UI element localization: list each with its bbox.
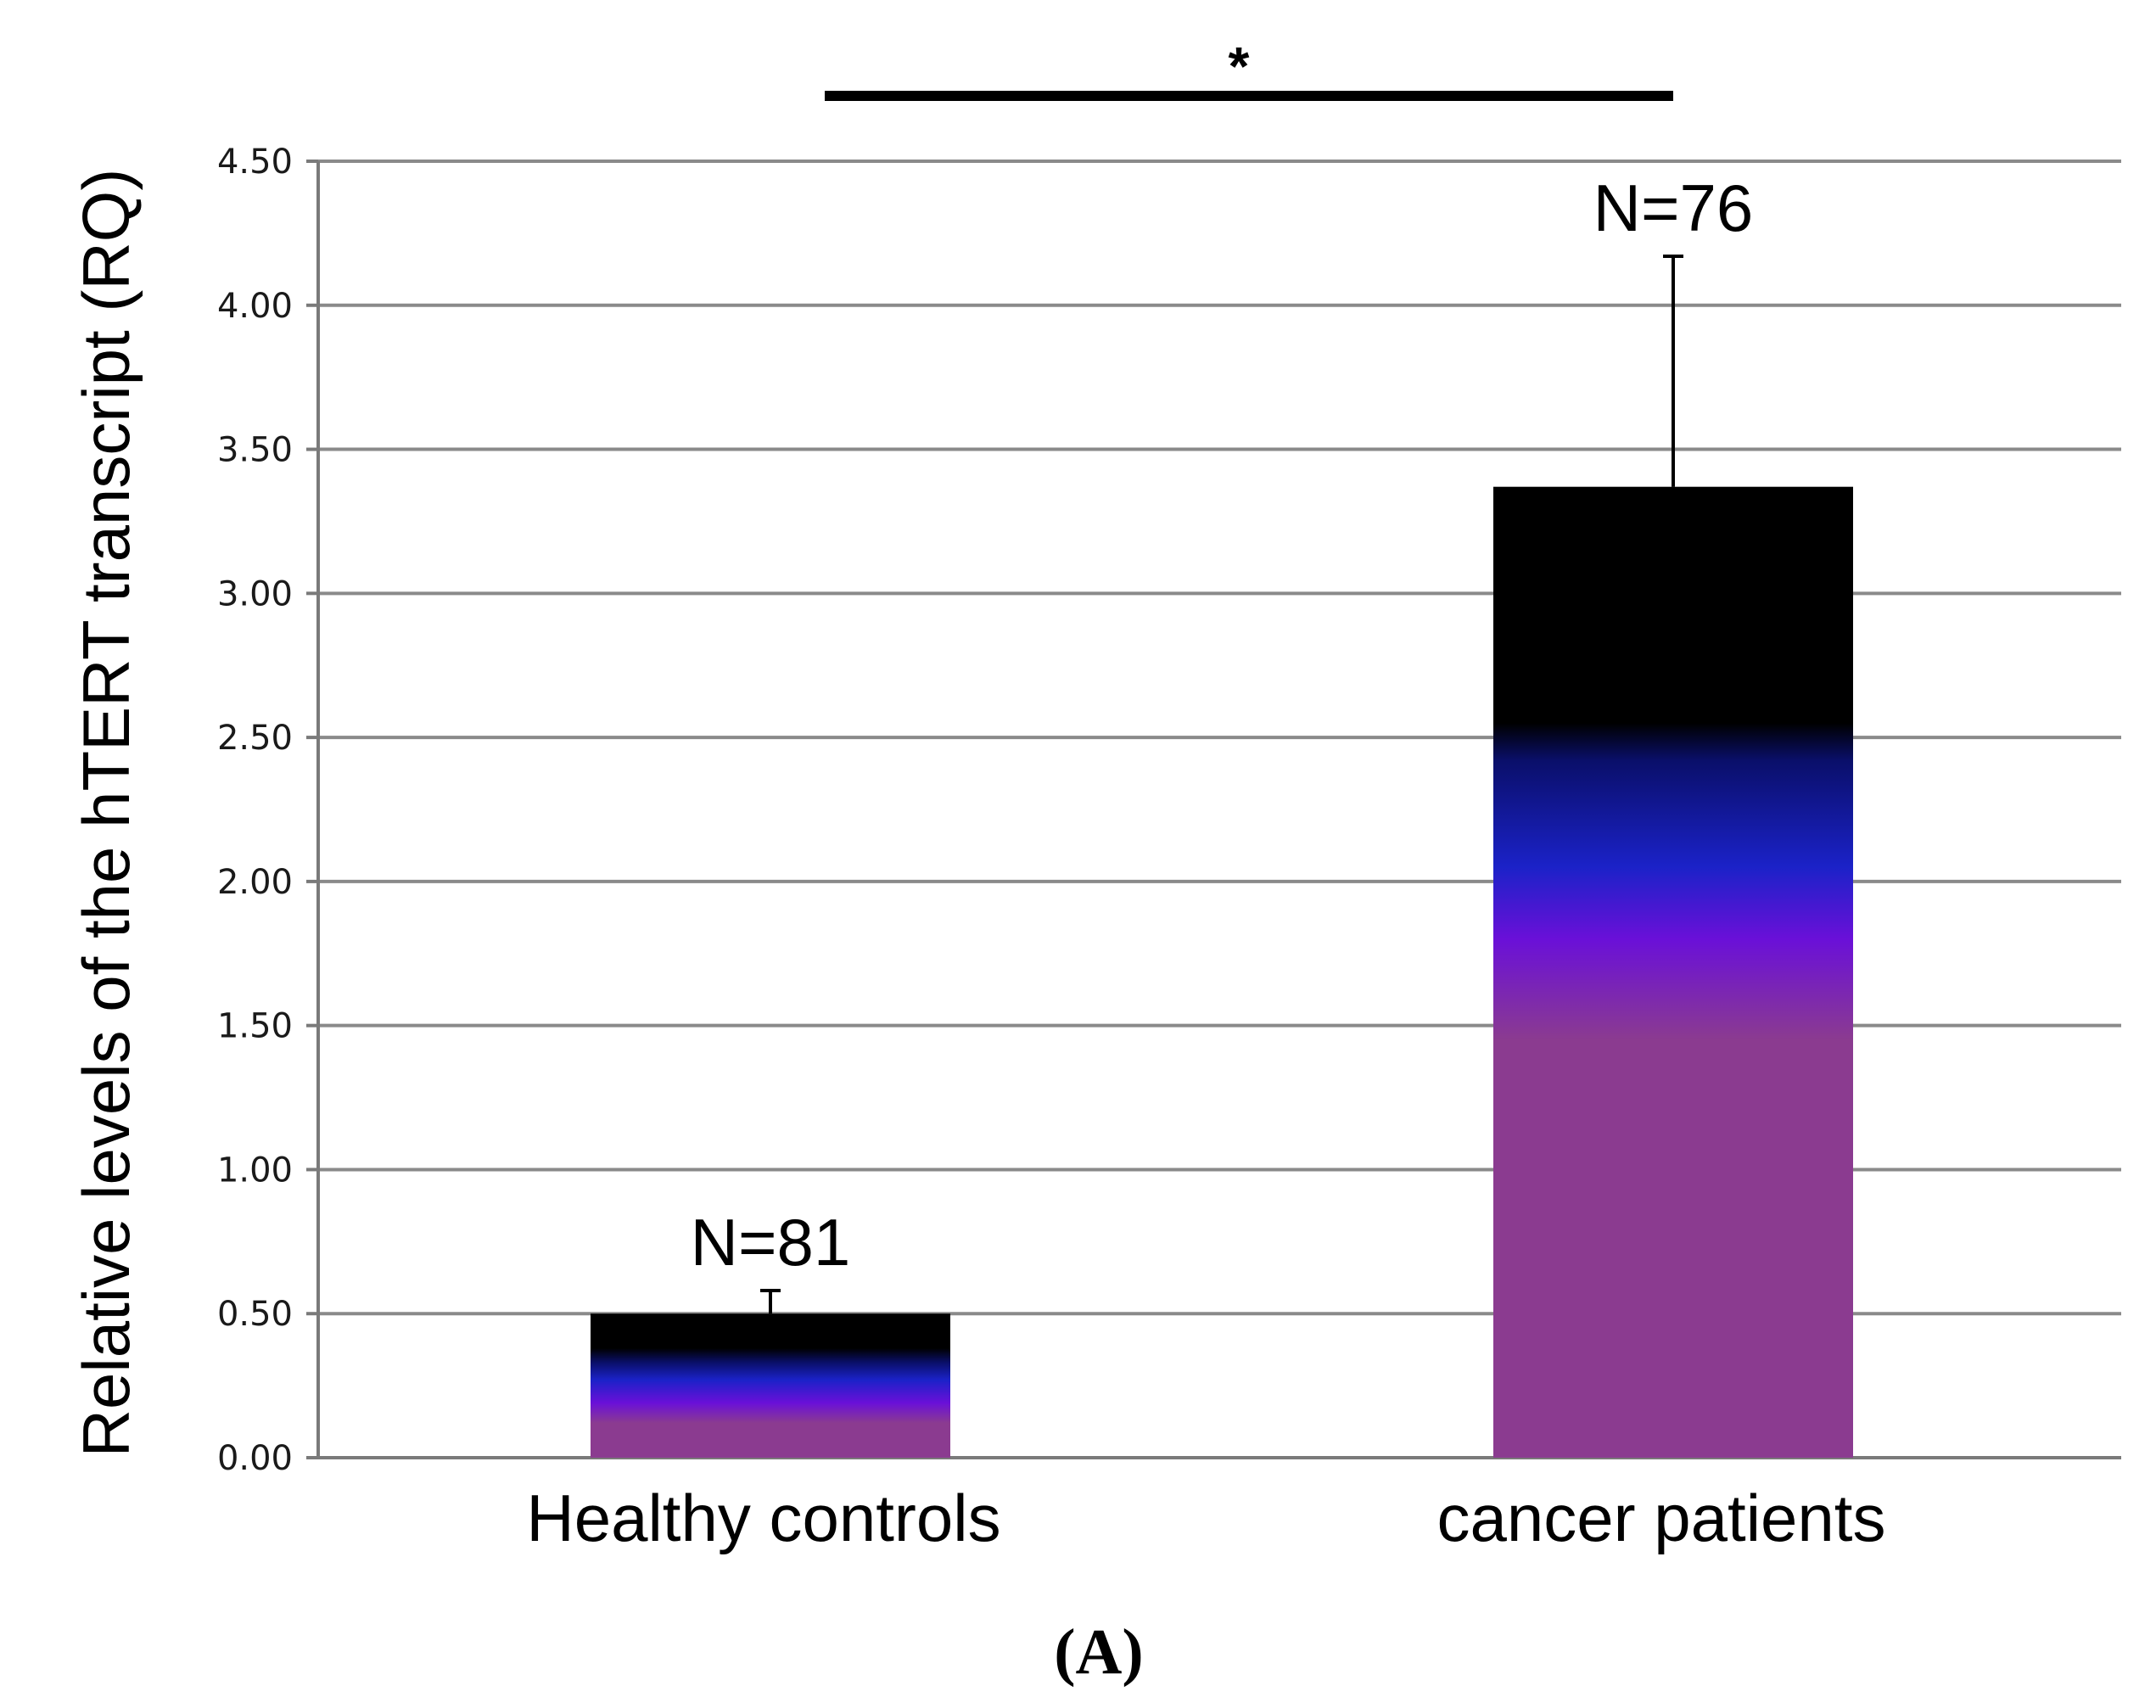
y-tick-label: 4.50 [217, 143, 293, 182]
bars [591, 486, 1853, 1458]
category-labels: Healthy controls cancer patients [526, 1481, 1885, 1555]
bar-healthy-controls [591, 1313, 950, 1458]
y-tick-label: 2.00 [217, 863, 293, 902]
y-tick-label: 3.00 [217, 574, 293, 613]
n-label: N=76 [1593, 171, 1754, 245]
significance-bracket: * [825, 36, 1673, 101]
n-labels: N=81 N=76 [691, 171, 1754, 1280]
y-tick-label: 0.50 [217, 1295, 293, 1334]
y-tick-label: 1.00 [217, 1151, 293, 1190]
y-tick-label: 2.50 [217, 719, 293, 758]
error-bars [760, 255, 1683, 1314]
y-tick-label: 0.00 [217, 1439, 293, 1478]
y-tick-label: 3.50 [217, 431, 293, 470]
significance-marker: * [1229, 36, 1250, 97]
y-tick-label: 1.50 [217, 1007, 293, 1046]
y-axis-title: Relative levels of the hTERT transcript … [69, 169, 143, 1458]
y-tick-label: 4.00 [217, 287, 293, 326]
category-label: Healthy controls [526, 1481, 1000, 1555]
y-tick-labels: 0.00 0.50 1.00 1.50 2.00 2.50 3.00 3.50 4.00 4.50 [217, 143, 293, 1478]
bar-cancer-patients [1493, 486, 1853, 1458]
panel-label: (A) [1054, 1616, 1144, 1688]
category-label: cancer patients [1437, 1481, 1886, 1555]
n-label: N=81 [691, 1205, 851, 1280]
